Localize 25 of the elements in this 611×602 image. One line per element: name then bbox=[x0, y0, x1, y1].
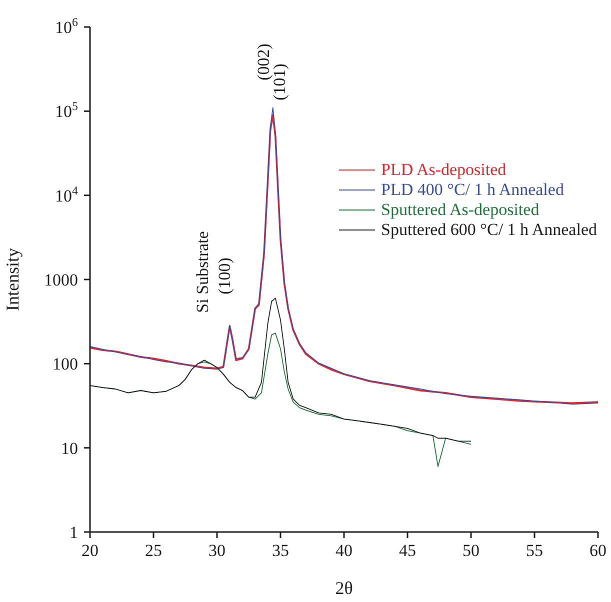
x-tick-label: 60 bbox=[590, 541, 606, 560]
x-tick-label: 55 bbox=[526, 541, 543, 560]
y-tick-label: 10 bbox=[61, 438, 78, 458]
legend-label: PLD 400 °C/ 1 h Annealed bbox=[381, 180, 564, 200]
y-axis-title: Intensity bbox=[2, 248, 22, 311]
y-tick-label: 100 bbox=[52, 354, 78, 374]
y-tick-label: 1 bbox=[70, 523, 78, 542]
legend-label: Sputtered As-deposited bbox=[381, 200, 540, 220]
y-tick-label: 10$^{4}$ bbox=[55, 183, 78, 206]
legend-label: Sputtered 600 °C/ 1 h Annealed bbox=[381, 220, 597, 240]
x-tick-label: 30 bbox=[208, 541, 226, 560]
x-tick-label: 40 bbox=[336, 541, 352, 560]
x-tick-label: 20 bbox=[82, 541, 98, 560]
x-axis-title: 2θ bbox=[335, 578, 353, 598]
annotation: (002) bbox=[254, 44, 272, 80]
x-tick-label: 45 bbox=[399, 541, 416, 560]
x-tick-label: 25 bbox=[145, 541, 162, 560]
y-tick-label: 10$^{6}$ bbox=[55, 15, 78, 37]
x-tick-label: 35 bbox=[272, 541, 289, 560]
y-tick-label: 1000 bbox=[44, 270, 78, 290]
annotation: (100) bbox=[214, 258, 234, 294]
annotation: Si Substrate bbox=[192, 231, 212, 313]
y-tick-label: 10$^{5}$ bbox=[55, 99, 78, 122]
legend-label: PLD As-deposited bbox=[381, 160, 506, 180]
x-tick-label: 50 bbox=[462, 541, 480, 560]
